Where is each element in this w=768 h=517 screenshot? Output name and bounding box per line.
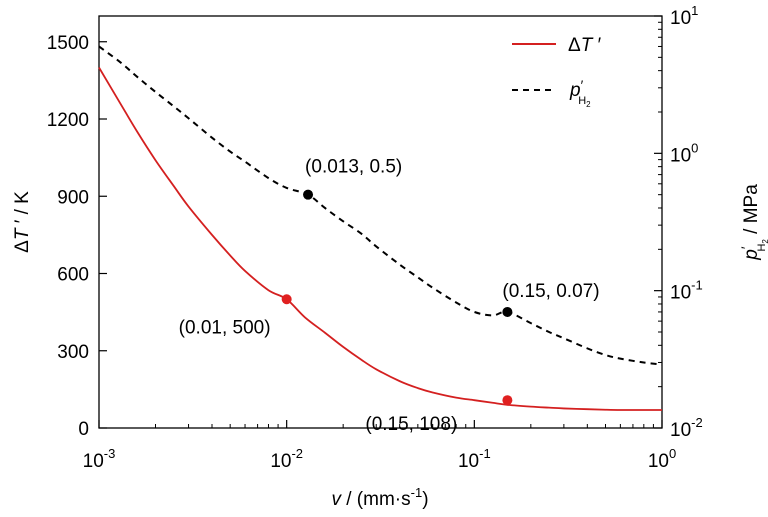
series-line-delta-t xyxy=(98,67,662,411)
y-right-axis-title: p′H2 / MPa xyxy=(738,184,768,261)
y-left-tick-label: 1200 xyxy=(47,110,89,131)
annotated-point xyxy=(281,294,292,305)
y-left-axis-title: ΔT ′ / K xyxy=(12,191,33,253)
plot-frame xyxy=(98,15,663,429)
y-right-tick-label: 100 xyxy=(670,140,698,166)
annotation-label: (0.013, 0.5) xyxy=(305,157,402,178)
x-tick-label: 10-2 xyxy=(270,446,303,472)
annotated-point xyxy=(502,306,513,317)
y-left-tick-label: 1500 xyxy=(47,33,89,54)
annotated-point xyxy=(303,189,314,200)
series-line-pressure xyxy=(98,45,663,366)
annotation-label: (0.15, 0.07) xyxy=(502,281,599,302)
y-right-tick-label: 101 xyxy=(670,3,698,29)
legend-label-delta-t: ΔT ′ xyxy=(568,35,602,56)
y-left-tick-label: 900 xyxy=(57,187,89,208)
annotated-point xyxy=(502,395,513,406)
x-tick-label: 10-1 xyxy=(458,446,491,472)
x-tick-label: 10-3 xyxy=(83,446,116,472)
legend: ΔT ′ p′ H2 xyxy=(512,35,602,109)
x-axis-title: v / (mm·s-1) xyxy=(331,485,428,510)
series-layer xyxy=(98,45,663,411)
annotation-label: (0.15, 108) xyxy=(365,414,457,435)
legend-label-pressure: p′ H2 xyxy=(569,77,591,109)
ticks-layer: 10-3 10-2 10-1 100 0 300 600 900 1200 1500 10-2 10-… xyxy=(47,3,703,472)
y-right-tick-label: 10-2 xyxy=(670,415,703,441)
x-tick-label: 100 xyxy=(648,446,676,472)
y-right-tick-label: 10-1 xyxy=(670,278,703,304)
y-left-tick-label: 300 xyxy=(57,342,89,363)
annotations: (0.01, 500) (0.15, 108) (0.013, 0.5) (0.15,… xyxy=(179,157,600,436)
y-left-tick-label: 600 xyxy=(57,265,89,286)
y-left-tick-label: 0 xyxy=(78,419,89,440)
annotation-label: (0.01, 500) xyxy=(179,317,271,338)
